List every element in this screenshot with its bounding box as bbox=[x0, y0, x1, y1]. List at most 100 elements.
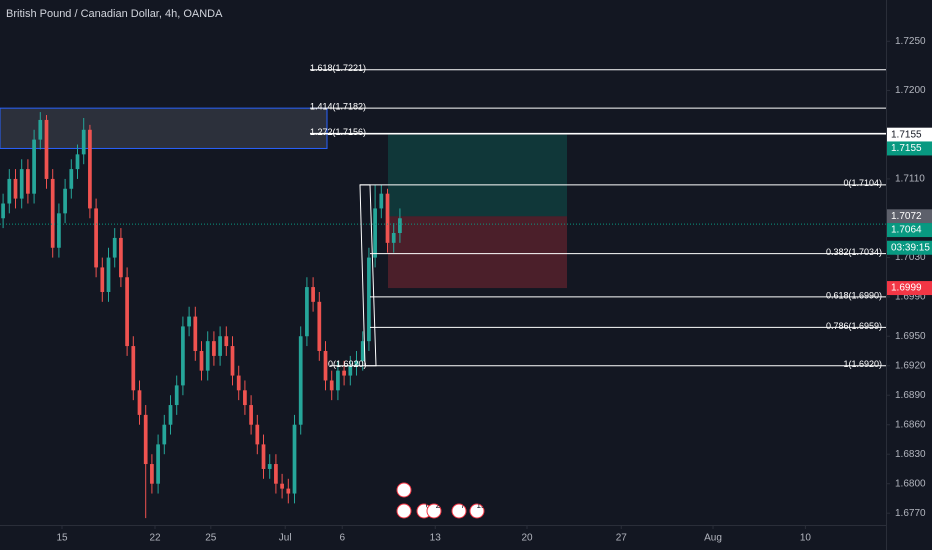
price-badge bbox=[887, 141, 932, 156]
candle-body bbox=[69, 169, 74, 189]
candle-body bbox=[305, 287, 309, 337]
chart-title: British Pound / Canadian Dollar, 4h, OAN… bbox=[6, 8, 223, 20]
fib-label: 1(1.6920) bbox=[843, 359, 882, 369]
candle-body bbox=[205, 341, 210, 371]
candle-body bbox=[286, 488, 291, 494]
candle-body bbox=[50, 178, 55, 248]
candle-body bbox=[181, 326, 185, 386]
candle-body bbox=[168, 405, 173, 425]
x-tick-label: 6 bbox=[339, 533, 345, 544]
price-badge-label: 1.6999 bbox=[891, 283, 922, 294]
candle-body bbox=[156, 444, 160, 484]
candle-body bbox=[193, 316, 198, 351]
candle-body bbox=[174, 385, 179, 406]
candle-body bbox=[81, 129, 86, 155]
candle-body bbox=[373, 208, 377, 258]
y-tick-label: 1.7200 bbox=[895, 85, 926, 96]
y-tick-label: 1.6860 bbox=[895, 419, 926, 430]
event-icon bbox=[396, 503, 412, 519]
y-tick-label: 1.6830 bbox=[895, 449, 926, 460]
candle-body bbox=[19, 169, 24, 199]
candle-body bbox=[143, 414, 148, 465]
x-tick-label: Aug bbox=[704, 533, 722, 544]
candle-body bbox=[26, 169, 30, 194]
y-tick-label: 1.7250 bbox=[895, 36, 926, 47]
event-count: 6 bbox=[426, 501, 431, 510]
event-count: 15 bbox=[477, 501, 486, 510]
candle-body bbox=[106, 257, 111, 292]
loss-zone bbox=[388, 216, 567, 289]
event-icon bbox=[451, 503, 467, 519]
candle-body bbox=[38, 119, 43, 140]
candle-body bbox=[391, 233, 396, 243]
candle-body bbox=[32, 139, 36, 194]
y-tick-label: 1.6770 bbox=[895, 508, 926, 519]
candle-body bbox=[243, 390, 247, 406]
candle-body bbox=[329, 380, 334, 391]
candle-body bbox=[323, 350, 328, 381]
event-count: 2 bbox=[436, 501, 441, 510]
candle-body bbox=[261, 444, 266, 469]
candle-body bbox=[354, 360, 359, 366]
fib-label: 0.618(1.6990) bbox=[826, 290, 882, 300]
price-badge bbox=[887, 209, 932, 224]
fib-label: 1.618(1.7221) bbox=[310, 63, 366, 73]
candle-body bbox=[360, 341, 365, 361]
y-tick-label: 1.7030 bbox=[895, 252, 926, 263]
x-tick-label: 22 bbox=[149, 533, 161, 544]
price-badge-label: 1.7155 bbox=[891, 129, 922, 140]
candle-body bbox=[137, 390, 142, 415]
candle-body bbox=[162, 424, 167, 445]
candle-body bbox=[336, 370, 340, 391]
event-icon bbox=[396, 482, 412, 498]
candle-body bbox=[119, 237, 123, 278]
price-badge-label: 1.7155 bbox=[891, 143, 922, 154]
fib-label: 0.382(1.7034) bbox=[826, 247, 882, 257]
candle-body bbox=[94, 208, 98, 268]
price-badge-label: 1.7064 bbox=[891, 225, 922, 236]
candle-body bbox=[255, 424, 260, 445]
candle-body bbox=[348, 365, 353, 376]
candle-body bbox=[112, 237, 117, 258]
candle-body bbox=[218, 336, 222, 356]
candle-body bbox=[13, 178, 18, 199]
candle-body bbox=[187, 316, 191, 327]
candle-body bbox=[292, 424, 297, 494]
candle-body bbox=[7, 178, 12, 204]
event-icon bbox=[469, 503, 485, 519]
candle-body bbox=[1, 203, 5, 219]
fib-label: 1.272(1.7156) bbox=[310, 127, 366, 137]
x-tick-label: 15 bbox=[56, 533, 68, 544]
price-badge bbox=[887, 281, 932, 296]
candle-body bbox=[379, 193, 384, 209]
candle-body bbox=[385, 193, 390, 243]
candle-body bbox=[212, 341, 216, 356]
candle-body bbox=[398, 218, 402, 234]
price-badge-label: 03:39:15 bbox=[891, 242, 930, 253]
candle-body bbox=[249, 405, 253, 425]
fib-label: 1.414(1.7182) bbox=[310, 102, 366, 112]
price-badge-label: 1.7072 bbox=[891, 211, 922, 222]
y-tick-label: 1.6800 bbox=[895, 478, 926, 489]
y-tick-label: 1.6920 bbox=[895, 360, 926, 371]
candle-body bbox=[199, 350, 204, 371]
candle-body bbox=[63, 188, 67, 214]
candle-body bbox=[75, 154, 80, 170]
candle-body bbox=[224, 336, 229, 347]
candle-body bbox=[236, 375, 241, 391]
candle-body bbox=[367, 257, 371, 342]
candle-body bbox=[342, 370, 346, 376]
y-tick-label: 1.6950 bbox=[895, 331, 926, 342]
y-tick-label: 1.6990 bbox=[895, 292, 926, 303]
x-tick-label: 25 bbox=[205, 533, 217, 544]
candle-body bbox=[317, 301, 322, 351]
price-badge bbox=[887, 223, 932, 238]
candle-body bbox=[131, 346, 136, 391]
candle-body bbox=[267, 464, 272, 469]
y-tick-label: 1.7110 bbox=[895, 174, 925, 185]
fib-label: 0(1.7104) bbox=[843, 178, 882, 188]
candle-body bbox=[274, 464, 278, 484]
candle-body bbox=[230, 346, 235, 376]
